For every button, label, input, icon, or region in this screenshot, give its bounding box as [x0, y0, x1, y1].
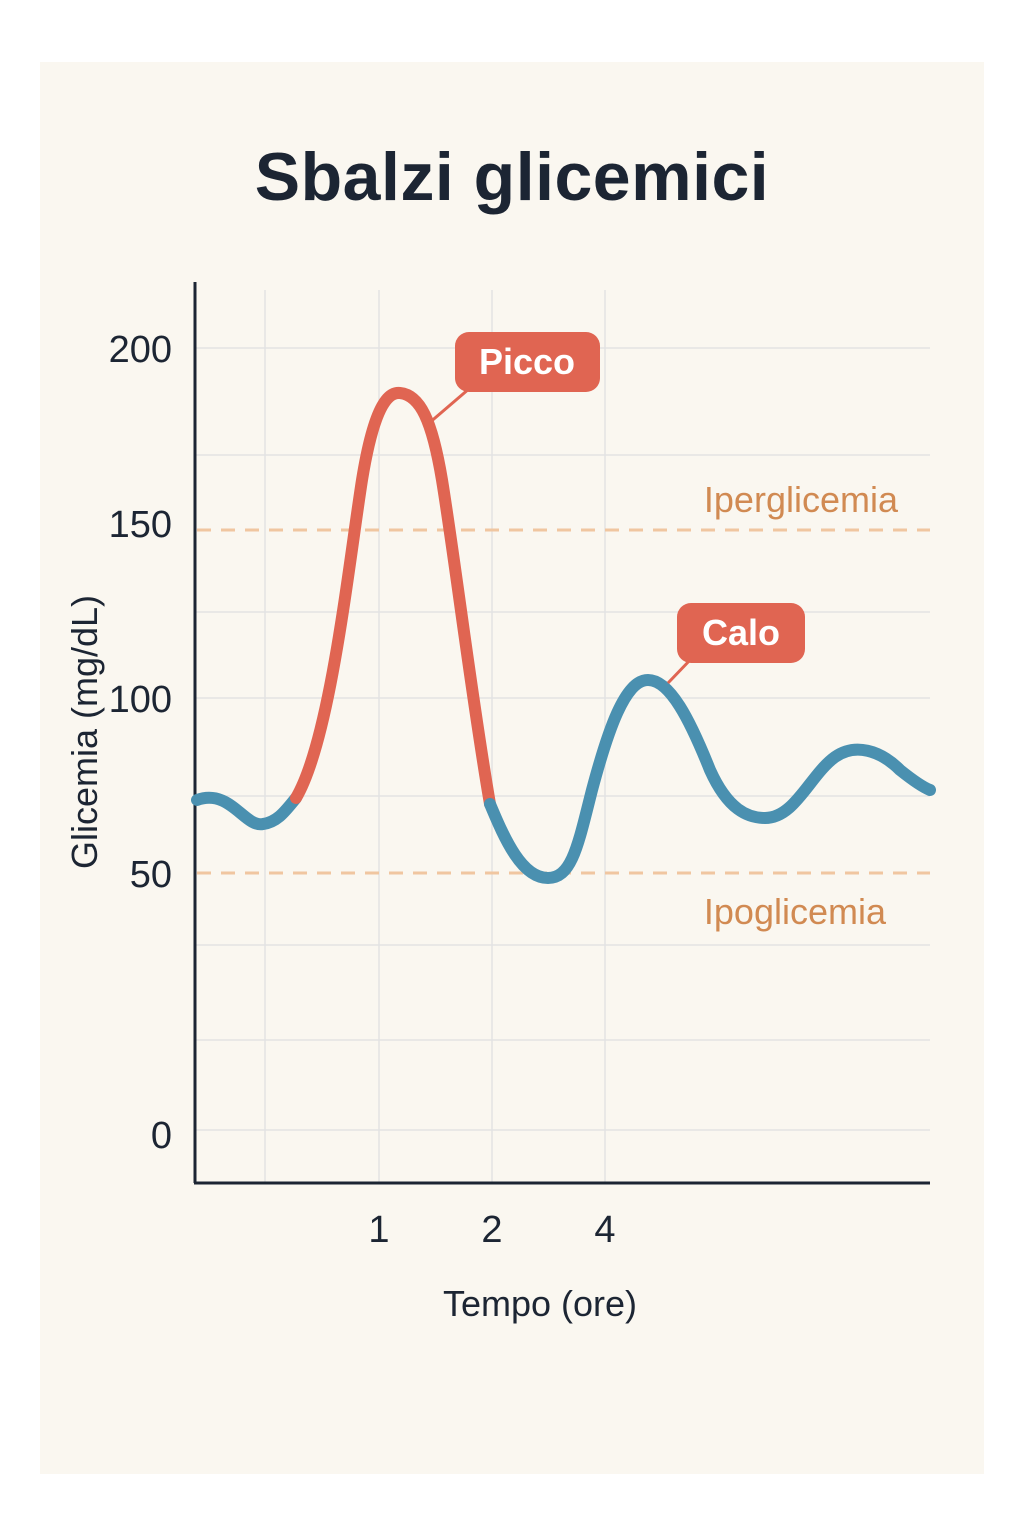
grid [195, 290, 930, 1182]
series-line-normal-end [484, 673, 936, 885]
x-tick-label: 2 [481, 1209, 502, 1251]
picco-badge-text: Picco [479, 341, 575, 382]
hypoglycemia-label: Ipoglicemia [704, 891, 887, 932]
y-axis-label: Glicemia (mg/dL) [64, 595, 105, 869]
series-line-high [290, 386, 496, 810]
y-tick-label: 0 [151, 1115, 172, 1157]
x-axis-label: Tempo (ore) [443, 1283, 637, 1324]
y-tick-label: 200 [109, 329, 172, 371]
y-tick-label: 150 [109, 504, 172, 546]
calo-badge-text: Calo [702, 612, 780, 653]
picco-badge [455, 332, 600, 392]
calo-badge [677, 603, 805, 663]
y-tick-label: 50 [130, 854, 172, 896]
hyperglycemia-label: Iperglicemia [704, 479, 899, 520]
x-tick-label: 1 [368, 1209, 389, 1251]
chart-title: Sbalzi glicemici [254, 139, 770, 215]
series-line-normal-start [191, 791, 302, 831]
picco-leader-line [427, 386, 471, 426]
x-tick-label: 4 [594, 1209, 615, 1251]
y-tick-label: 100 [109, 679, 172, 721]
